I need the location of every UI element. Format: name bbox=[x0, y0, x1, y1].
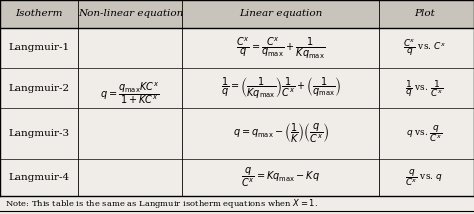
Text: Note: This table is the same as Langmuir isotherm equations when $X = 1$.: Note: This table is the same as Langmuir… bbox=[5, 197, 318, 210]
Text: Langmuir-2: Langmuir-2 bbox=[9, 84, 70, 93]
Text: Langmuir-1: Langmuir-1 bbox=[9, 43, 70, 52]
Text: $q$ vs. $\dfrac{q}{C^x}$: $q$ vs. $\dfrac{q}{C^x}$ bbox=[406, 123, 443, 144]
Text: Linear equation: Linear equation bbox=[239, 9, 322, 18]
Text: Non-linear equation: Non-linear equation bbox=[78, 9, 183, 18]
Text: $\dfrac{C^x}{q}$ vs. $C^x$: $\dfrac{C^x}{q}$ vs. $C^x$ bbox=[402, 38, 446, 58]
Text: $\dfrac{q}{C^x}$ vs. $q$: $\dfrac{q}{C^x}$ vs. $q$ bbox=[405, 167, 443, 188]
Text: $\dfrac{1}{q}$ vs. $\dfrac{1}{C^x}$: $\dfrac{1}{q}$ vs. $\dfrac{1}{C^x}$ bbox=[405, 78, 443, 99]
Text: Isotherm: Isotherm bbox=[15, 9, 63, 18]
Text: $q = \dfrac{q_{\mathrm{max}}KC^x}{1 + KC^x}$: $q = \dfrac{q_{\mathrm{max}}KC^x}{1 + KC… bbox=[100, 80, 160, 106]
Bar bbox=[0, 0, 474, 28]
Text: Langmuir-4: Langmuir-4 bbox=[9, 173, 70, 182]
Text: Plot: Plot bbox=[414, 9, 435, 18]
Text: $\dfrac{q}{C^x} = Kq_{\mathrm{max}} - Kq$: $\dfrac{q}{C^x} = Kq_{\mathrm{max}} - Kq… bbox=[241, 166, 320, 189]
Text: $q = q_{\mathrm{max}} - \left(\dfrac{1}{K}\right)\left(\dfrac{q}{C^x}\right)$: $q = q_{\mathrm{max}} - \left(\dfrac{1}{… bbox=[233, 122, 329, 145]
Text: $\dfrac{C^x}{q} = \dfrac{C^x}{q_{\mathrm{max}}} + \dfrac{1}{Kq_{\mathrm{max}}}$: $\dfrac{C^x}{q} = \dfrac{C^x}{q_{\mathrm… bbox=[236, 35, 326, 61]
Text: Langmuir-3: Langmuir-3 bbox=[9, 129, 70, 138]
Text: $\dfrac{1}{q} = \left(\dfrac{1}{Kq_{\mathrm{max}}}\right)\dfrac{1}{C^x} + \left(: $\dfrac{1}{q} = \left(\dfrac{1}{Kq_{\mat… bbox=[220, 76, 341, 101]
